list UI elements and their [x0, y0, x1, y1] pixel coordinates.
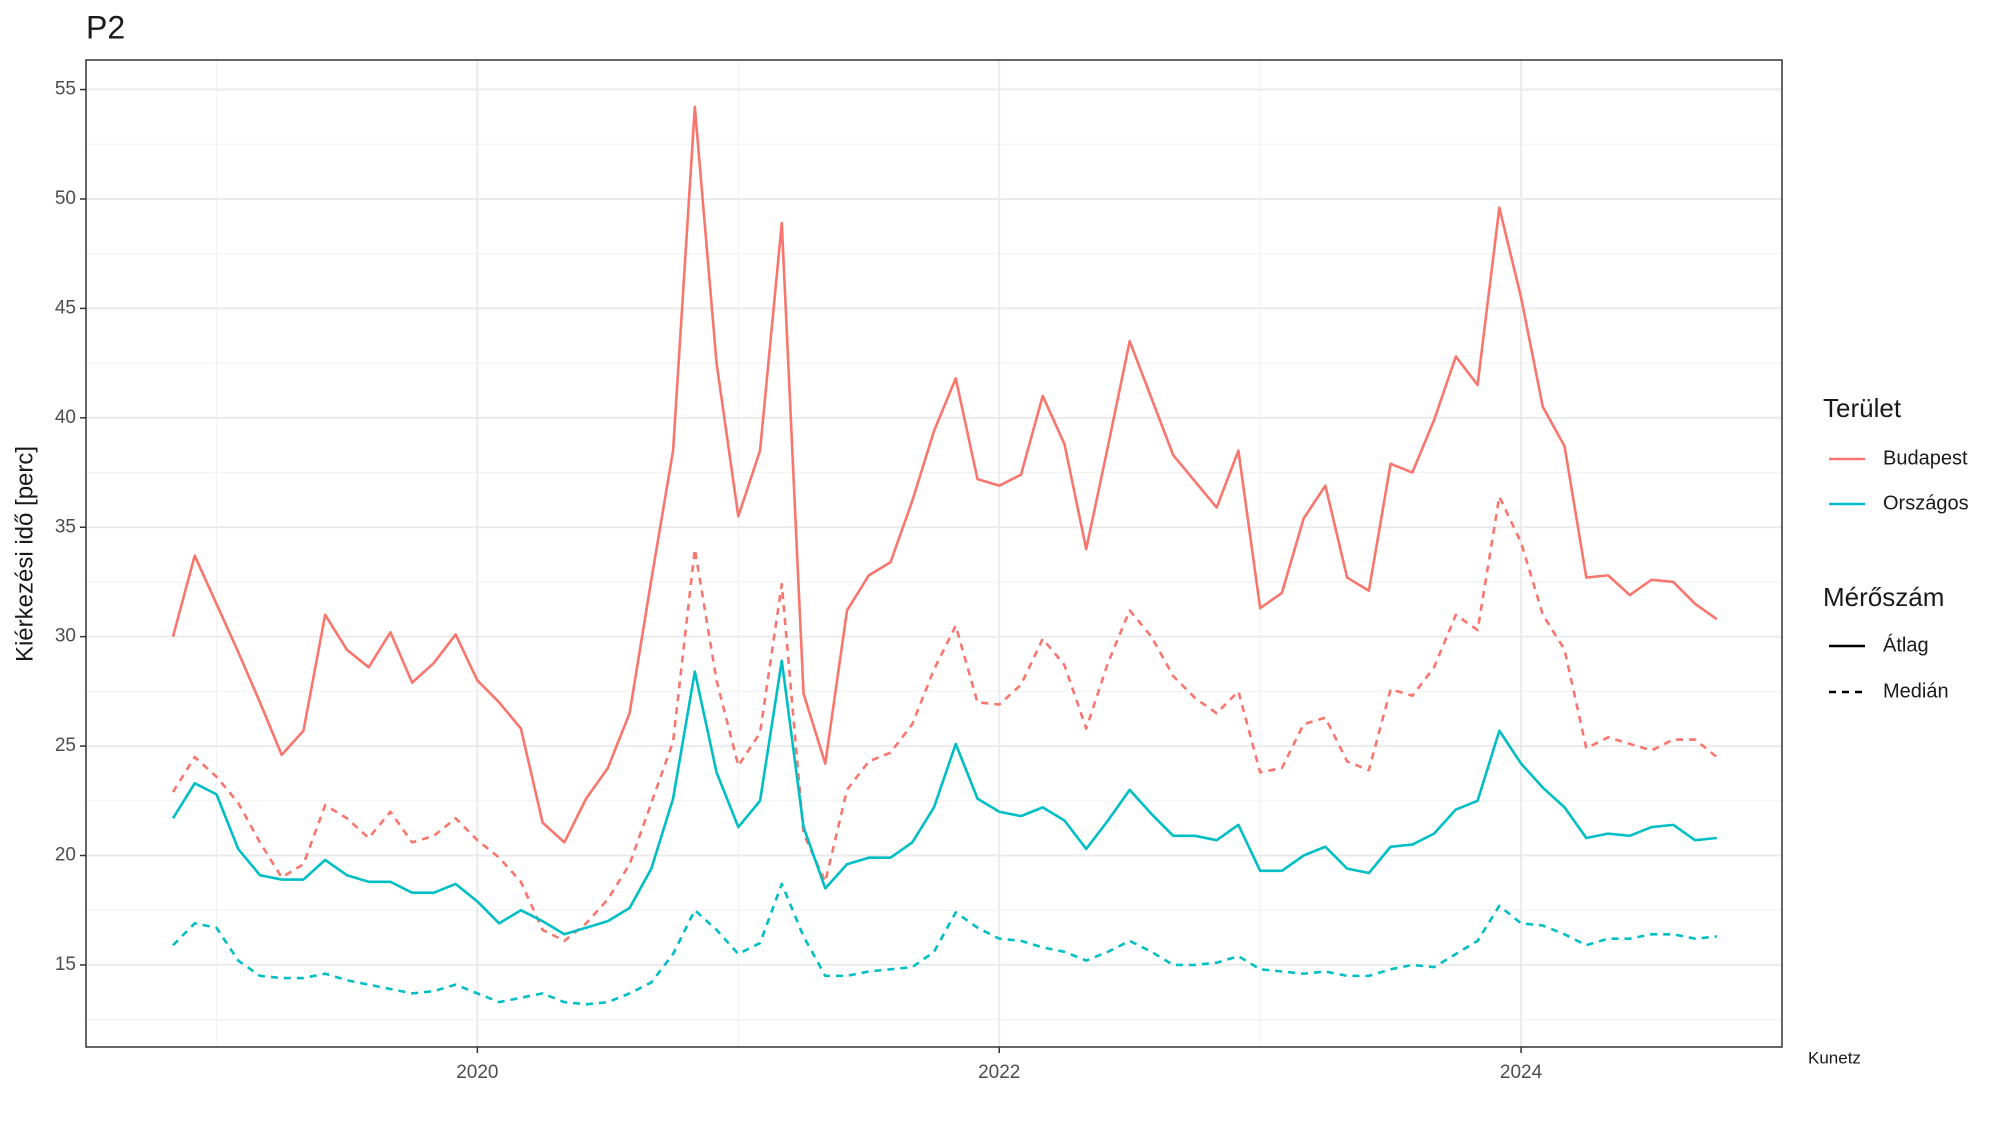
series-line [171, 659, 1717, 936]
legend-label: Országos [1883, 492, 1969, 514]
series-line [171, 495, 1718, 943]
y-tick-label: 45 [55, 297, 76, 318]
y-tick-label: 50 [55, 188, 76, 209]
legend-title: Terület [1823, 393, 1902, 423]
chart-title: P2 [86, 9, 125, 45]
y-tick-label: 55 [55, 79, 76, 100]
legend-label: Átlag [1883, 633, 1929, 656]
y-tick-label: 25 [55, 735, 76, 756]
y-tick-label: 20 [55, 845, 76, 866]
y-tick-label: 15 [55, 954, 76, 975]
x-tick-label: 2022 [978, 1062, 1020, 1083]
caption: Kunetz [1808, 1048, 1861, 1067]
series-line [172, 882, 1717, 1006]
plot-border [85, 59, 1783, 1048]
legend-label: Medián [1883, 680, 1949, 702]
legend-label: Budapest [1883, 447, 1968, 469]
y-axis-label: Kiérkezési idő [perc] [11, 446, 38, 662]
y-tick-label: 30 [55, 626, 76, 647]
x-tick-label: 2024 [1500, 1062, 1543, 1083]
y-tick-label: 40 [55, 407, 76, 428]
series-line [171, 105, 1718, 844]
y-tick-label: 35 [55, 516, 76, 537]
x-tick-label: 2020 [456, 1062, 498, 1083]
legend-title: Mérőszám [1823, 582, 1944, 612]
